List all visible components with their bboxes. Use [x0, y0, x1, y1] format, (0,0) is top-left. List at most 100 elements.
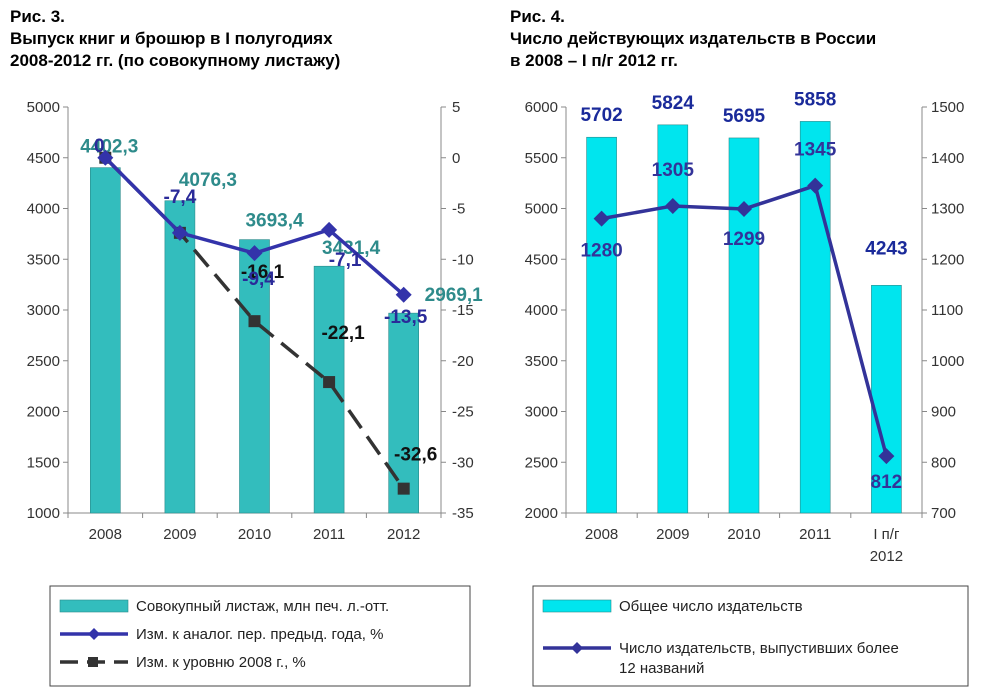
- fig3-solid-diamond-marker: [395, 286, 412, 303]
- fig4-bar-data-label: 5858: [794, 89, 836, 110]
- fig4-bar-series: 5702 5824 5695 5858 4243: [580, 89, 908, 514]
- figure-3-title-line: 2008-2012 гг. (по совокупному листажу): [10, 51, 341, 70]
- fig4-x-tick-label: 2011: [799, 526, 831, 543]
- fig3-legend-square-marker: [88, 657, 98, 667]
- fig4-right-tick-label: 800: [931, 454, 956, 471]
- fig3-bar: [164, 200, 196, 514]
- fig3-legend-label: Изм. к аналог. пер. предыд. года, %: [136, 626, 383, 643]
- fig4-line-data-label: 1280: [580, 241, 622, 262]
- figure-3-title-line: Рис. 3.: [10, 7, 65, 26]
- fig3-left-tick-label: 4500: [27, 150, 60, 167]
- fig3-bar: [239, 239, 270, 514]
- fig4-right-tick-label: 1100: [931, 302, 963, 319]
- fig3-left-tick-label: 2500: [27, 353, 60, 370]
- fig4-left-tick-label: 4500: [525, 251, 558, 268]
- fig3-right-tick-label: 0: [452, 150, 460, 167]
- fig3-x-tick-label: 2011: [313, 526, 345, 543]
- fig3-legend-label: Изм. к уровню 2008 г., %: [136, 654, 306, 671]
- fig4-left-tick-label: 3500: [525, 353, 558, 370]
- fig3-dashed-line-data-label: -16,1: [241, 262, 285, 283]
- fig3-solid-line-data-label: -9,4: [242, 269, 275, 290]
- figure-4-title-line: в 2008 – I п/г 2012 гг.: [510, 51, 678, 70]
- fig3-left-tick-label: 3000: [27, 302, 60, 319]
- fig3-right-tick-label: 5: [452, 99, 460, 116]
- fig3-bar-data-label: 4402,3: [80, 137, 138, 158]
- fig3-dashed-line-data-label: -32,6: [394, 445, 437, 466]
- fig3-right-tick-label: -30: [452, 454, 474, 471]
- fig4-right-tick-label: 700: [931, 505, 956, 522]
- fig4-line-data-label: 1299: [723, 229, 765, 250]
- fig4-left-tick-label: 3000: [525, 404, 558, 421]
- fig3-solid-diamond-marker: [171, 224, 188, 241]
- fig3-bar-data-label: 3693,4: [245, 211, 304, 232]
- fig4-x-tick-label: 2008: [585, 526, 618, 543]
- fig4-x-tick-label: I п/г: [873, 526, 900, 543]
- fig4-legend: Общее число издательств Число издательств…: [532, 585, 969, 687]
- fig4-legend-bar-swatch: [542, 599, 612, 613]
- fig4-diamond-marker: [807, 177, 824, 194]
- fig3-right-tick-label: -25: [452, 404, 474, 421]
- fig4-bar: [657, 124, 689, 514]
- fig3-solid-line-data-label: -13,5: [384, 307, 428, 328]
- fig3-solid-line-series: 0 -7,4 -9,4 -7,1 -13,5: [94, 136, 428, 328]
- fig4-right-tick-label: 1200: [931, 251, 964, 268]
- fig4-bar: [728, 137, 760, 514]
- figure-4-title-line: Рис. 4.: [510, 7, 565, 26]
- fig4-right-tick-label: 1300: [931, 201, 964, 218]
- fig3-right-tick-label: -35: [452, 505, 474, 522]
- fig3-dashed-square-marker: [248, 315, 261, 328]
- fig4-x-tick-label: 2010: [727, 526, 760, 543]
- fig3-solid-diamond-marker: [246, 245, 263, 262]
- fig4-x-tick-label: 2012: [870, 548, 903, 565]
- fig3-solid-diamond-marker: [97, 149, 114, 166]
- fig3-bar-data-label: 4076,3: [179, 170, 237, 191]
- fig4-left-tick-label: 2500: [525, 454, 558, 471]
- fig4-diamond-marker: [664, 197, 681, 214]
- fig4-line-series: 1280 1305 1299 1345 812: [580, 140, 902, 493]
- figure-3-title: Рис. 3. Выпуск книг и брошюр в I полугод…: [10, 6, 340, 72]
- fig4-left-tick-label: 5500: [525, 150, 558, 167]
- fig3-legend-label: Совокупный листаж, млн печ. л.-отт.: [136, 598, 389, 615]
- figure-4-title: Рис. 4. Число действующих издательств в …: [510, 6, 876, 72]
- fig3-left-tick-label: 1000: [27, 505, 60, 522]
- figure-4-title-line: Число действующих издательств в России: [510, 29, 877, 48]
- fig3-legend: Совокупный листаж, млн печ. л.-отт. Изм. …: [49, 585, 471, 687]
- fig3-right-tick-label: -15: [452, 302, 474, 319]
- fig3-bar: [313, 265, 345, 514]
- fig4-bar: [586, 136, 617, 514]
- fig4-x-tick-label: 2009: [656, 526, 689, 543]
- fig3-solid-diamond-marker: [321, 221, 338, 238]
- fig3-left-tick-label: 4000: [27, 201, 60, 218]
- fig3-bar: [90, 167, 121, 514]
- fig3-right-tick-label: -20: [452, 353, 474, 370]
- fig3-legend-diamond-marker: [88, 628, 100, 640]
- fig3-x-tick-label: 2010: [238, 526, 271, 543]
- fig4-legend-label: 12 названий: [619, 660, 704, 677]
- fig4-bar: [871, 285, 902, 514]
- fig4-bar-data-label: 4243: [865, 238, 907, 259]
- fig4-bar-data-label: 5702: [580, 105, 622, 126]
- fig4-right-tick-label: 1400: [931, 150, 964, 167]
- fig3-x-tick-label: 2008: [89, 526, 122, 543]
- fig4-left-tick-label: 4000: [525, 302, 558, 319]
- fig3-solid-line-data-label: -7,1: [329, 250, 362, 271]
- fig3-left-tick-label: 2000: [27, 404, 60, 421]
- fig4-right-tick-label: 1000: [931, 353, 964, 370]
- fig3-dashed-square-marker: [323, 376, 336, 389]
- fig4-legend-label: Число издательств, выпустивших более: [619, 640, 899, 657]
- fig3-solid-line-data-label: 0: [94, 136, 105, 157]
- fig4-line-data-label: 1345: [794, 140, 837, 161]
- fig3-x-tick-label: 2012: [387, 526, 420, 543]
- fig3-left-tick-label: 1500: [27, 454, 60, 471]
- fig3-left-tick-label: 3500: [27, 251, 60, 268]
- fig4-diamond-marker: [736, 201, 752, 218]
- fig4-bar-data-label: 5695: [723, 106, 766, 127]
- fig4-diamond-marker: [878, 448, 895, 465]
- fig3-dashed-line-data-label: -22,1: [321, 323, 365, 344]
- figure-3-title-line: Выпуск книг и брошюр в I полугодиях: [10, 29, 333, 48]
- fig4-line-data-label: 1305: [652, 160, 695, 181]
- fig4-diamond-marker: [593, 210, 610, 227]
- fig4-right-tick-label: 900: [931, 404, 956, 421]
